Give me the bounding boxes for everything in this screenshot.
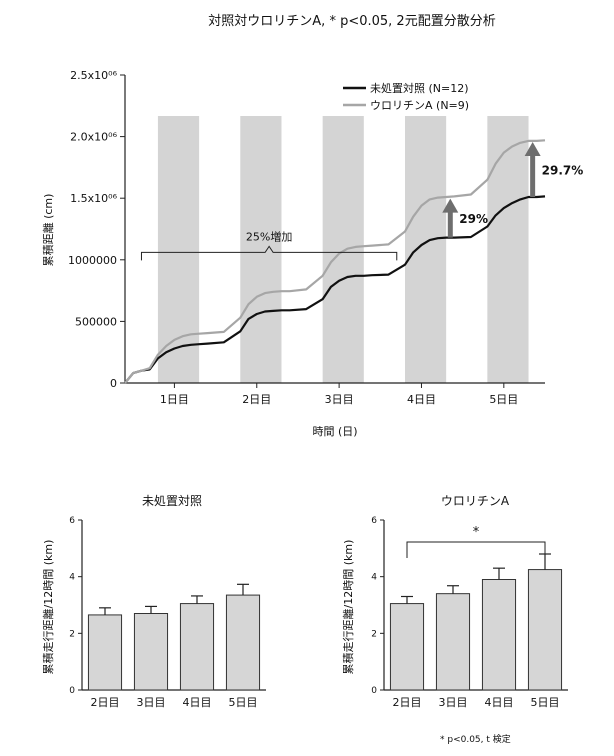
bar-category-label: 3日目 [439,696,468,709]
bar-chart-title: 未処置対照 [142,494,202,508]
bar-y-tick-label: 4 [69,573,75,583]
bar-y-axis-label: 累積走行距離/12時間 (km) [41,540,55,675]
bar-y-tick-label: 4 [371,573,377,583]
bar-4 [527,569,563,691]
bar-category-label: 5日目 [531,696,560,709]
bar-1 [389,603,425,691]
dark-period-band-1 [157,116,200,383]
increase-arrow-label-2: 29.7% [542,163,584,177]
bar-y-tick-label: 6 [371,516,377,526]
x-tick-label: 1日目 [160,393,189,406]
legend-label-1: 未処置対照 (N=12) [370,81,469,95]
bar-2 [435,593,471,691]
dark-period-band-5 [487,116,529,383]
bar-category-label: 3日目 [137,696,166,709]
bar-category-label: 4日目 [485,696,514,709]
dark-period-band-2 [240,116,282,383]
series-line-1 [124,195,546,384]
y-tick-label: 500000 [75,315,117,328]
bar-3 [481,579,517,691]
increase-arrow-head-2 [524,141,541,156]
y-tick-label: 2.5x10⁰⁶ [70,69,117,82]
increase-bracket [140,245,398,261]
x-tick-label: 2日目 [242,393,271,406]
increase-bracket-label: 25%増加 [246,230,292,243]
significance-footnote: * p<0.05, t 検定 [440,733,511,745]
significance-bracket [406,541,546,558]
bar-y-tick-label: 2 [69,629,75,639]
bar-2 [133,613,169,691]
x-tick-label: 4日目 [407,393,436,406]
bar-y-axis-label: 累積走行距離/12時間 (km) [341,540,355,675]
bar-category-label: 2日目 [91,696,120,709]
increase-arrow-label-1: 29% [459,212,488,226]
bar-y-tick-label: 6 [69,516,75,526]
bar-chart-title: ウロリチンA [441,494,510,508]
x-axis-label: 時間 (日) [312,425,357,438]
bar-category-label: 2日目 [393,696,422,709]
series-line-2 [124,139,546,384]
increase-arrow-head-1 [442,198,459,213]
cumulative-distance-line-chart: 0 500000 1000000 1.5x10⁰⁶ 2.0x10⁰⁶ 2.5x10⁰⁶ 1日… [41,69,584,438]
bar-1 [87,614,123,691]
bar-3 [179,603,215,691]
legend-label-2: ウロリチンA (N=9) [370,99,469,112]
x-tick-label: 5日目 [489,393,518,406]
bar-y-tick-label: 0 [371,686,377,696]
y-tick-label: 1000000 [68,254,117,267]
y-tick-label: 2.0x10⁰⁶ [70,131,117,144]
dark-period-band-4 [405,116,447,383]
y-axis-label: 累積距離 (cm) [41,194,55,267]
bar-category-label: 4日目 [183,696,212,709]
y-tick-label: 1.5x10⁰⁶ [70,192,117,205]
page-title: 対照対ウロリチンA, * p<0.05, 2元配置分散分析 [208,14,496,29]
bar-y-tick-label: 2 [371,629,377,639]
y-tick-label: 0 [110,377,117,390]
bar-y-tick-label: 0 [69,686,75,696]
bar-category-label: 5日目 [229,696,258,709]
significance-star: * [473,525,480,540]
bar-4 [225,594,261,691]
dark-period-band-3 [322,116,364,383]
x-tick-label: 3日目 [325,393,354,406]
